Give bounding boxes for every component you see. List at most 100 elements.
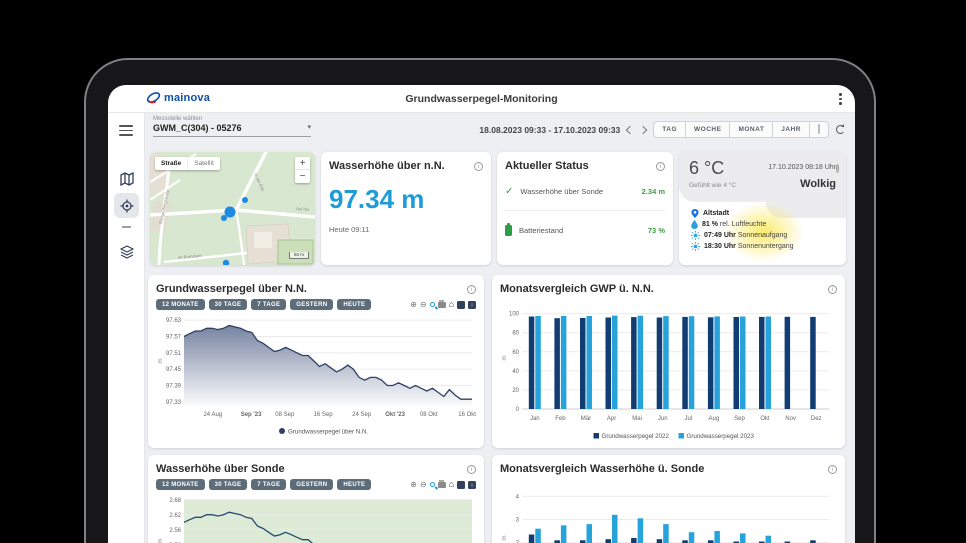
info-icon[interactable]: i: [474, 161, 483, 171]
info-icon[interactable]: i: [828, 464, 837, 474]
svg-text:97.51: 97.51: [166, 351, 182, 357]
sidebar-item-layers[interactable]: [114, 239, 139, 264]
svg-text:Jul: Jul: [684, 416, 692, 422]
pdf-export-icon[interactable]: [457, 480, 465, 489]
zoom-in-icon[interactable]: ⊕: [410, 479, 417, 489]
zoom-out-icon[interactable]: ⊖: [419, 479, 427, 489]
pdf-export-icon[interactable]: [457, 300, 465, 309]
pill-gestern[interactable]: GESTERN: [290, 479, 334, 490]
pill-heute[interactable]: HEUTE: [337, 299, 372, 310]
svg-text:Mär: Mär: [581, 416, 591, 422]
water-level-value: 97.34 m: [329, 184, 425, 214]
info-icon[interactable]: i: [835, 164, 839, 173]
map-card[interactable]: Rangenbergstraße In der Erle Auf der Im …: [150, 152, 315, 265]
range-button-jahr[interactable]: JAHR: [773, 122, 810, 137]
svg-text:97.63: 97.63: [166, 318, 182, 324]
svg-text:24 Sep: 24 Sep: [352, 412, 372, 418]
divider: [505, 210, 665, 211]
map-icon: [119, 171, 134, 186]
pill-30-tage[interactable]: 30 TAGE: [208, 479, 248, 490]
pill-7-tage[interactable]: 7 TAGE: [251, 479, 287, 490]
gwp-bar-chart-card: Monatsvergleich GWP ü. N.N. i 100 80 60 40 2…: [492, 275, 845, 448]
svg-text:4: 4: [516, 494, 520, 500]
range-button-monat[interactable]: MONAT: [730, 122, 774, 137]
pill-12-monate[interactable]: 12 MONATE: [156, 299, 205, 310]
hamburger-menu-icon[interactable]: [119, 125, 133, 139]
tablet-frame: mainova Grundwasserpegel-Monitoring: [84, 58, 876, 543]
status-label: Wasserhöhe über Sonde: [520, 187, 604, 196]
chart-modebar: ⊕ ⊖ ⌂ ↓: [410, 299, 476, 309]
svg-text:2: 2: [516, 541, 520, 543]
print-icon[interactable]: [437, 299, 446, 308]
pill-30-tage[interactable]: 30 TAGE: [208, 299, 248, 310]
svg-text:Okt '23: Okt '23: [385, 412, 405, 418]
sunset-sun-icon: [691, 242, 700, 251]
svg-text:m: m: [158, 359, 164, 364]
svg-text:08 Okt: 08 Okt: [420, 412, 438, 418]
pill-heute[interactable]: HEUTE: [337, 479, 372, 490]
street-map[interactable]: Rangenbergstraße In der Erle Auf der Im …: [150, 152, 315, 265]
date-toolbar: 18.08.2023 09:33 - 17.10.2023 09:33 TAG …: [479, 121, 845, 138]
kebab-menu-icon[interactable]: [839, 93, 842, 107]
weather-sunset-row: 18:30 Uhr Sonnenuntergang: [691, 241, 794, 252]
status-card: Aktueller Status i ✓ Wasserhöhe über Son…: [497, 152, 673, 265]
svg-text:97.39: 97.39: [166, 384, 182, 390]
sidebar-item-locate[interactable]: [114, 193, 139, 218]
dashboard-content: Rangenbergstraße In der Erle Auf der Im …: [145, 113, 855, 543]
home-icon[interactable]: ⌂: [448, 299, 454, 309]
pill-12-monate[interactable]: 12 MONATE: [156, 479, 205, 490]
sidebar-divider: [122, 226, 131, 228]
svg-text:97.45: 97.45: [166, 367, 182, 373]
status-row-sonde: ✓ Wasserhöhe über Sonde 2.34 m: [505, 186, 665, 197]
zoom-search-icon[interactable]: [429, 482, 435, 487]
sidebar-item-map[interactable]: [114, 166, 139, 191]
sunrise-sun-icon: [691, 231, 700, 240]
weather-header: [679, 152, 846, 202]
crosshair-target-icon: [120, 199, 133, 212]
svg-text:24 Aug: 24 Aug: [203, 412, 222, 418]
zoom-out-icon[interactable]: ⊖: [419, 299, 427, 309]
brand-name: mainova: [164, 91, 211, 104]
battery-icon: [505, 223, 512, 236]
station-select-label: Messstelle wählen: [153, 116, 203, 122]
info-icon[interactable]: i: [467, 464, 476, 474]
home-icon[interactable]: ⌂: [448, 479, 454, 489]
humidity-drop-icon: [691, 220, 698, 229]
sunset-label: Sonnenuntergang: [737, 243, 794, 250]
refresh-icon[interactable]: [836, 125, 845, 134]
info-icon[interactable]: i: [467, 284, 476, 294]
station-select[interactable]: Messstelle wählen GWM_C(304) - 05276 ▾: [153, 116, 311, 137]
status-value: 73 %: [647, 226, 665, 235]
weather-datetime: 17.10.2023 08:18 Uhr: [768, 164, 836, 171]
range-button-tag[interactable]: TAG: [654, 122, 687, 137]
chart-title: Wasserhöhe über Sonde: [156, 463, 285, 475]
chart-modebar: ⊕ ⊖ ⌂ ↓: [410, 479, 476, 489]
app-bar: mainova Grundwasserpegel-Monitoring: [108, 85, 855, 113]
sunrise-time: 07:49 Uhr: [704, 232, 736, 239]
zoom-search-icon[interactable]: [429, 302, 435, 307]
svg-text:Aug: Aug: [709, 416, 720, 422]
svg-text:Apr: Apr: [607, 416, 616, 422]
info-icon[interactable]: i: [828, 284, 837, 294]
download-icon[interactable]: ↓: [468, 480, 476, 489]
svg-text:m: m: [158, 539, 164, 543]
pill-gestern[interactable]: GESTERN: [290, 299, 334, 310]
sidebar: [108, 113, 145, 543]
print-icon[interactable]: [437, 479, 446, 488]
svg-text:2.56: 2.56: [169, 528, 181, 534]
download-icon[interactable]: ↓: [468, 300, 476, 309]
map-zoom-in-button[interactable]: +: [295, 157, 310, 170]
map-layer-strasse-button[interactable]: Straße: [155, 157, 188, 170]
info-icon[interactable]: i: [656, 161, 665, 171]
range-button-woche[interactable]: WOCHE: [686, 122, 731, 137]
svg-text:Grundwasserpegel 2022: Grundwasserpegel 2022: [602, 433, 670, 440]
svg-text:97.57: 97.57: [166, 334, 182, 340]
svg-text:20: 20: [512, 388, 519, 394]
pill-7-tage[interactable]: 7 TAGE: [251, 299, 287, 310]
svg-text:16 Sep: 16 Sep: [314, 412, 334, 418]
zoom-in-icon[interactable]: ⊕: [410, 299, 417, 309]
map-zoom-out-button[interactable]: −: [299, 171, 306, 182]
map-layer-satellit-button[interactable]: Satellit: [187, 157, 220, 170]
sunset-time: 18:30 Uhr: [704, 243, 736, 250]
weather-feels-like: Gefühlt wie 4 °C: [689, 182, 737, 189]
